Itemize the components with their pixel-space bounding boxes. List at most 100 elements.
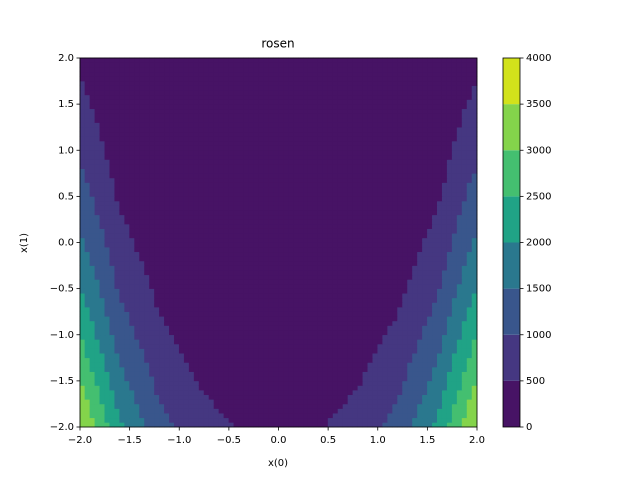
- contour-cell: [79, 191, 86, 197]
- contour-cell: [417, 362, 423, 368]
- contour-cell: [437, 375, 443, 382]
- contour-cell: [427, 182, 433, 188]
- contour-cell: [362, 177, 369, 183]
- contour-cell: [253, 136, 259, 142]
- contour-cell: [432, 186, 438, 193]
- contour-cell: [327, 385, 334, 391]
- contour-cell: [109, 334, 116, 340]
- contour-cell: [362, 334, 369, 340]
- contour-cell: [263, 417, 269, 423]
- contour-cell: [298, 394, 304, 400]
- contour-cell: [451, 251, 458, 257]
- contour-cell: [139, 182, 145, 188]
- contour-cell: [109, 302, 116, 308]
- contour-cell: [303, 375, 309, 382]
- contour-cell: [451, 214, 458, 220]
- contour-cell: [79, 228, 86, 234]
- contour-cell: [446, 385, 453, 391]
- contour-cell: [471, 232, 478, 239]
- contour-cell: [124, 182, 130, 188]
- contour-cell: [218, 334, 225, 340]
- contour-cell: [218, 302, 225, 308]
- contour-cell: [342, 256, 349, 262]
- contour-cell: [263, 177, 269, 183]
- contour-cell: [178, 242, 185, 248]
- contour-cell: [223, 274, 230, 280]
- contour-cell: [149, 306, 155, 312]
- contour-cell: [173, 403, 180, 409]
- contour-cell: [307, 316, 314, 322]
- contour-cell: [298, 297, 304, 303]
- contour-cell: [332, 357, 339, 363]
- contour-cell: [258, 173, 264, 179]
- contour-cell: [327, 228, 334, 234]
- contour-cell: [198, 329, 205, 336]
- contour-cell: [427, 209, 433, 216]
- contour-cell: [248, 362, 254, 368]
- contour-cell: [307, 412, 314, 419]
- contour-cell: [422, 177, 428, 183]
- contour-cell: [407, 380, 413, 386]
- contour-cell: [451, 366, 458, 372]
- contour-cell: [461, 325, 468, 331]
- contour-cell: [203, 200, 210, 206]
- contour-cell: [288, 357, 294, 363]
- contour-cell: [198, 232, 205, 239]
- contour-cell: [317, 214, 324, 220]
- contour-cell: [228, 191, 235, 197]
- contour-cell: [124, 408, 130, 414]
- contour-cell: [307, 352, 314, 359]
- contour-cell: [446, 177, 453, 183]
- contour-cell: [129, 389, 135, 396]
- contour-cell: [456, 357, 463, 363]
- contour-cell: [223, 311, 230, 317]
- contour-cell: [332, 191, 339, 197]
- contour-cell: [407, 316, 413, 322]
- contour-cell: [144, 265, 150, 271]
- contour-cell: [372, 288, 379, 294]
- contour-cell: [322, 339, 329, 345]
- contour-cell: [412, 403, 418, 409]
- contour-cell: [104, 329, 111, 336]
- contour-cell: [144, 131, 150, 137]
- contour-cell: [79, 380, 86, 386]
- contour-cell: [79, 154, 86, 160]
- contour-cell: [109, 154, 116, 160]
- contour-cell: [303, 219, 309, 225]
- contour-cell: [258, 265, 264, 271]
- contour-cell: [397, 182, 403, 188]
- contour-cell: [412, 191, 418, 197]
- contour-cell: [437, 334, 443, 340]
- contour-cell: [154, 325, 160, 331]
- contour-cell: [417, 279, 423, 285]
- contour-cell: [312, 228, 319, 234]
- contour-cell: [253, 316, 259, 322]
- contour-cell: [451, 306, 458, 312]
- contour-cell: [288, 417, 294, 423]
- contour-cell: [327, 366, 334, 372]
- contour-cell: [144, 334, 150, 340]
- contour-cell: [218, 288, 225, 294]
- contour-cell: [372, 375, 379, 382]
- contour-cell: [89, 265, 96, 271]
- contour-cell: [278, 145, 284, 151]
- contour-cell: [303, 417, 309, 423]
- contour-cell: [451, 260, 458, 266]
- contour-cell: [263, 389, 269, 396]
- contour-cell: [99, 385, 106, 391]
- contour-cell: [164, 357, 170, 363]
- contour-cell: [407, 246, 413, 253]
- contour-cell: [233, 325, 240, 331]
- contour-cell: [213, 403, 220, 409]
- contour-cell: [208, 380, 215, 386]
- contour-cell: [84, 380, 91, 386]
- contour-cell: [183, 403, 190, 409]
- contour-cell: [169, 251, 175, 257]
- contour-cell: [382, 412, 388, 419]
- contour-cell: [352, 182, 359, 188]
- contour-cell: [362, 352, 369, 359]
- contour-cell: [114, 246, 120, 253]
- contour-cell: [312, 191, 319, 197]
- contour-cell: [144, 408, 150, 414]
- contour-cell: [466, 242, 473, 248]
